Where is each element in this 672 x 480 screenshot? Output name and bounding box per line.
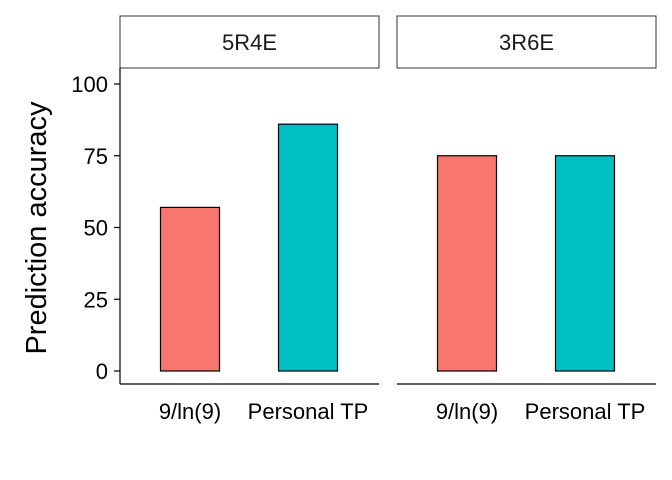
- y-axis-title: Prediction accuracy: [21, 101, 53, 355]
- bars-group-1: [159, 123, 339, 372]
- bars-group-2: [436, 155, 616, 372]
- x-tick-label-1-2: Personal TP: [248, 399, 369, 424]
- x-tick-label-2-1: 9/ln(9): [436, 399, 498, 424]
- strip-box-2: [396, 15, 657, 69]
- x-tick-label-2-2: Personal TP: [525, 399, 646, 424]
- y-tick-label-50: 50: [84, 216, 108, 241]
- bar-3R6E-1: [436, 155, 498, 372]
- y-axis-ticks: 0 25 50 75 100: [71, 72, 120, 384]
- bar-3R6E-2: [554, 155, 616, 372]
- strip-box-1: [119, 15, 380, 69]
- y-tick-label-100: 100: [71, 72, 108, 97]
- strip-label-2: 3R6E: [499, 30, 554, 55]
- panel-1: 5R4E 0 25 50 75 100 9/ln(9) Personal TP: [71, 15, 380, 424]
- panel-2: 3R6E 9/ln(9) Personal TP: [396, 15, 657, 424]
- x-tick-label-1-1: 9/ln(9): [159, 399, 221, 424]
- bar-5R4E-2: [277, 123, 339, 372]
- y-tick-label-25: 25: [84, 287, 108, 312]
- bar-5R4E-1: [159, 206, 221, 372]
- y-tick-label-0: 0: [96, 359, 108, 384]
- strip-label-1: 5R4E: [222, 30, 277, 55]
- y-tick-label-75: 75: [84, 144, 108, 169]
